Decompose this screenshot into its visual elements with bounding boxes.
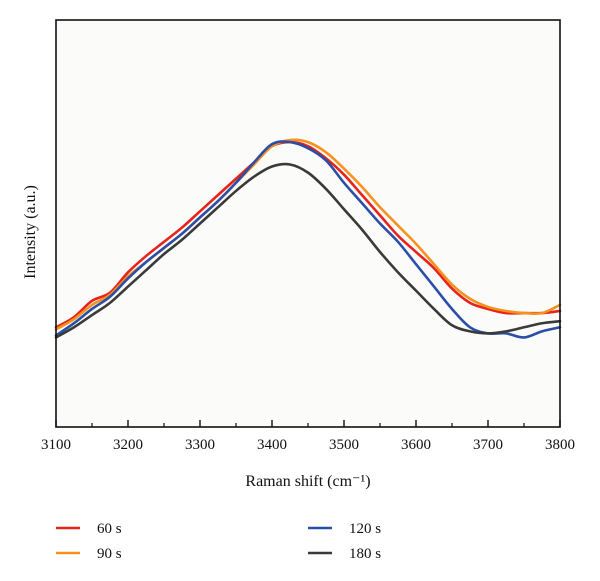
x-tick-label: 3400 (257, 437, 287, 453)
x-tick-label: 3300 (185, 437, 215, 453)
plot-area (56, 20, 560, 427)
legend-label-120-s: 120 s (349, 521, 381, 537)
x-tick-label: 3100 (41, 437, 71, 453)
legend: 60 s 90 s 120 s 180 s (56, 521, 381, 562)
plot-frame (55, 19, 561, 428)
y-axis-title: Intensity (a.u.) (22, 185, 39, 279)
x-tick-label: 3800 (545, 437, 575, 453)
legend-label-90-s: 90 s (97, 546, 122, 562)
x-axis-title: Raman shift (cm⁻¹) (245, 473, 370, 490)
series-line-120-s (54, 140, 562, 339)
x-tick-label: 3700 (473, 437, 503, 453)
series-line-180-s (54, 162, 562, 339)
legend-label-180-s: 180 s (349, 546, 381, 562)
series-line-60-s (54, 140, 562, 329)
x-tick-label: 3200 (113, 437, 143, 453)
ticks-layer: 3100 3200 3300 3400 3500 3600 3700 3800 (41, 420, 575, 453)
x-tick-label: 3500 (329, 437, 359, 453)
series-layer (54, 138, 562, 339)
legend-label-60-s: 60 s (97, 521, 122, 537)
x-tick-label: 3600 (401, 437, 431, 453)
